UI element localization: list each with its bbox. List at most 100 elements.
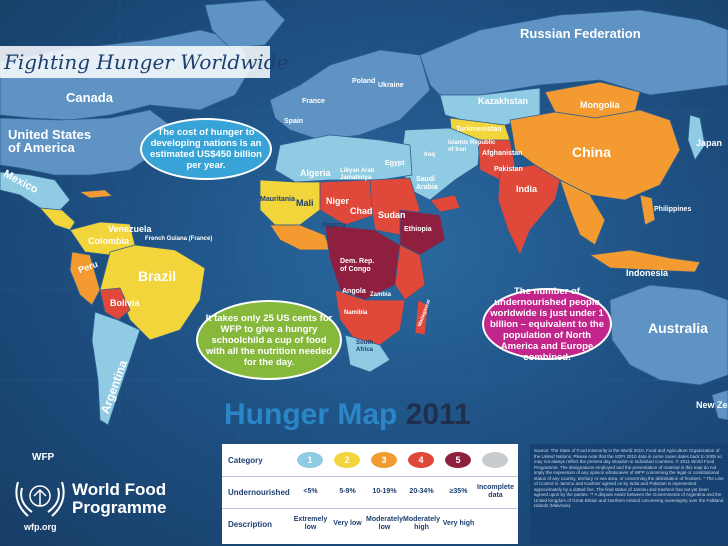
peru-shape (69, 251, 101, 306)
label-algeria: Algeria (300, 168, 331, 178)
legend-swatch-3: 3 (371, 452, 397, 468)
legend-swatch-5: 5 (445, 452, 471, 468)
ethiopia-horn-shape (399, 209, 446, 256)
label-ukraine: Ukraine (378, 82, 404, 89)
label-new-zealand: New Zea (696, 400, 728, 410)
fact-bubble-cost: The cost of hunger to developing nations… (140, 118, 272, 180)
legend-undernourished-5: ≥35% (449, 488, 468, 495)
hunger-map-title-text: Hunger Map (224, 398, 398, 431)
russia-shape (419, 9, 728, 96)
label-turkmenistan: Turkmenistan (456, 126, 502, 133)
south-africa-shape (344, 334, 391, 373)
legend-label-category: Category (228, 456, 263, 465)
label-australia: Australia (648, 320, 708, 336)
legend-table: Category Undernourished Description 1 <5%… (222, 444, 518, 544)
central-america-shape (39, 207, 76, 231)
philippines-shape (639, 194, 656, 226)
indonesia-shape (588, 249, 701, 273)
hunger-map-title: Hunger Map 2011 (224, 398, 471, 432)
legend-undernourished-1: <5% (303, 488, 318, 495)
label-iraq: Iraq (424, 152, 436, 158)
label-spain: Spain (284, 118, 304, 125)
label-drc: Dem. Rep. of Congo (340, 258, 375, 273)
title-band (0, 46, 270, 78)
label-japan: Japan (696, 138, 723, 148)
label-ethiopia: Ethiopia (404, 226, 432, 233)
label-chad: Chad (350, 206, 373, 216)
label-usa: United States of America (8, 127, 92, 155)
southeast-asia-shape (559, 179, 606, 246)
greenland-shape (204, 0, 286, 49)
label-mauritania: Mauritania (260, 196, 296, 203)
source-notes: Source: The State of Food Insecurity in … (530, 444, 728, 544)
legend-row-category (222, 444, 518, 477)
legend-swatch-2: 2 (334, 452, 360, 468)
europe-shape (269, 49, 431, 141)
label-kazakhstan: Kazakhstan (478, 96, 529, 106)
central-africa-shape (324, 224, 401, 301)
argentina-shape (91, 311, 141, 426)
label-mali: Mali (296, 198, 314, 208)
japan-shape (687, 114, 706, 161)
legend-description-5: Very high (442, 520, 475, 527)
label-pakistan: Pakistan (494, 166, 523, 173)
label-sudan: Sudan (378, 210, 406, 220)
legend-description-1: Extremely low (293, 516, 328, 531)
southern-africa-shape (334, 289, 406, 346)
label-iran: Islamic Republic of Iran (448, 140, 496, 153)
legend-swatch-incomplete (482, 452, 508, 468)
legend-swatch-1: 1 (297, 452, 323, 468)
niger-chad-shape (319, 179, 376, 226)
fact-bubble-number: The number of undernourished people worl… (482, 286, 612, 363)
india-shape (497, 164, 561, 256)
label-french-guiana: French Guiana (France) (145, 236, 213, 242)
label-angola: Angola (342, 288, 366, 295)
label-bolivia: Bolivia (110, 298, 140, 308)
label-egypt: Egypt (385, 160, 405, 167)
legend-description-2: Very low (333, 520, 362, 527)
label-namibia: Namibia (344, 310, 368, 316)
legend-description-4: Moderately high (403, 516, 440, 531)
label-canada: Canada (66, 90, 113, 105)
bolivia-shape (99, 287, 131, 321)
legend-row-undernourished (222, 476, 518, 509)
label-france: France (302, 98, 325, 105)
wfp-tag: WFP (32, 452, 55, 463)
label-india: India (516, 184, 538, 194)
legend-label-undernourished: Undernourished (228, 488, 290, 497)
label-indonesia: Indonesia (626, 268, 669, 278)
new-zealand-shape (711, 389, 728, 421)
yemen-shape (429, 194, 461, 213)
north-africa-shape (274, 134, 413, 183)
sahel-west-shape (259, 179, 321, 226)
wfp-name-line1: World Food (72, 480, 167, 499)
wfp-name-line2: Programme (72, 498, 167, 517)
label-colombia: Colombia (88, 236, 130, 246)
label-china: China (572, 144, 611, 160)
wfp-logo: WFP World Food Programme wfp.org (0, 440, 215, 546)
label-libya: Libyan Arab Jamahiriya (340, 168, 375, 181)
caribbean-shape (79, 189, 113, 199)
madagascar-shape (414, 299, 429, 336)
label-russia: Russian Federation (520, 26, 641, 41)
legend-undernourished-2: 5-9% (339, 488, 356, 495)
label-philippines: Philippines (654, 206, 692, 213)
east-africa-shape (394, 244, 426, 301)
legend-swatch-4: 4 (408, 452, 434, 468)
legend-label-description: Description (228, 520, 273, 529)
poster-title: Fighting Hunger Worldwide (4, 50, 289, 74)
legend-undernourished-3: 10-19% (372, 488, 397, 495)
wfp-emblem-icon (15, 481, 65, 517)
label-afghanistan: Afghanistan (482, 150, 523, 157)
hunger-map-year: 2011 (405, 398, 471, 431)
label-saudi-arabia: Saudi Arabia (416, 176, 438, 191)
wfp-url: wfp.org (24, 522, 57, 532)
label-poland: Poland (352, 78, 376, 85)
west-coast-africa-shape (269, 224, 331, 251)
label-zambia: Zambia (370, 292, 392, 298)
label-mongolia: Mongolia (580, 100, 620, 110)
label-brazil: Brazil (138, 268, 177, 284)
legend-description-3: Moderately low (366, 516, 403, 531)
